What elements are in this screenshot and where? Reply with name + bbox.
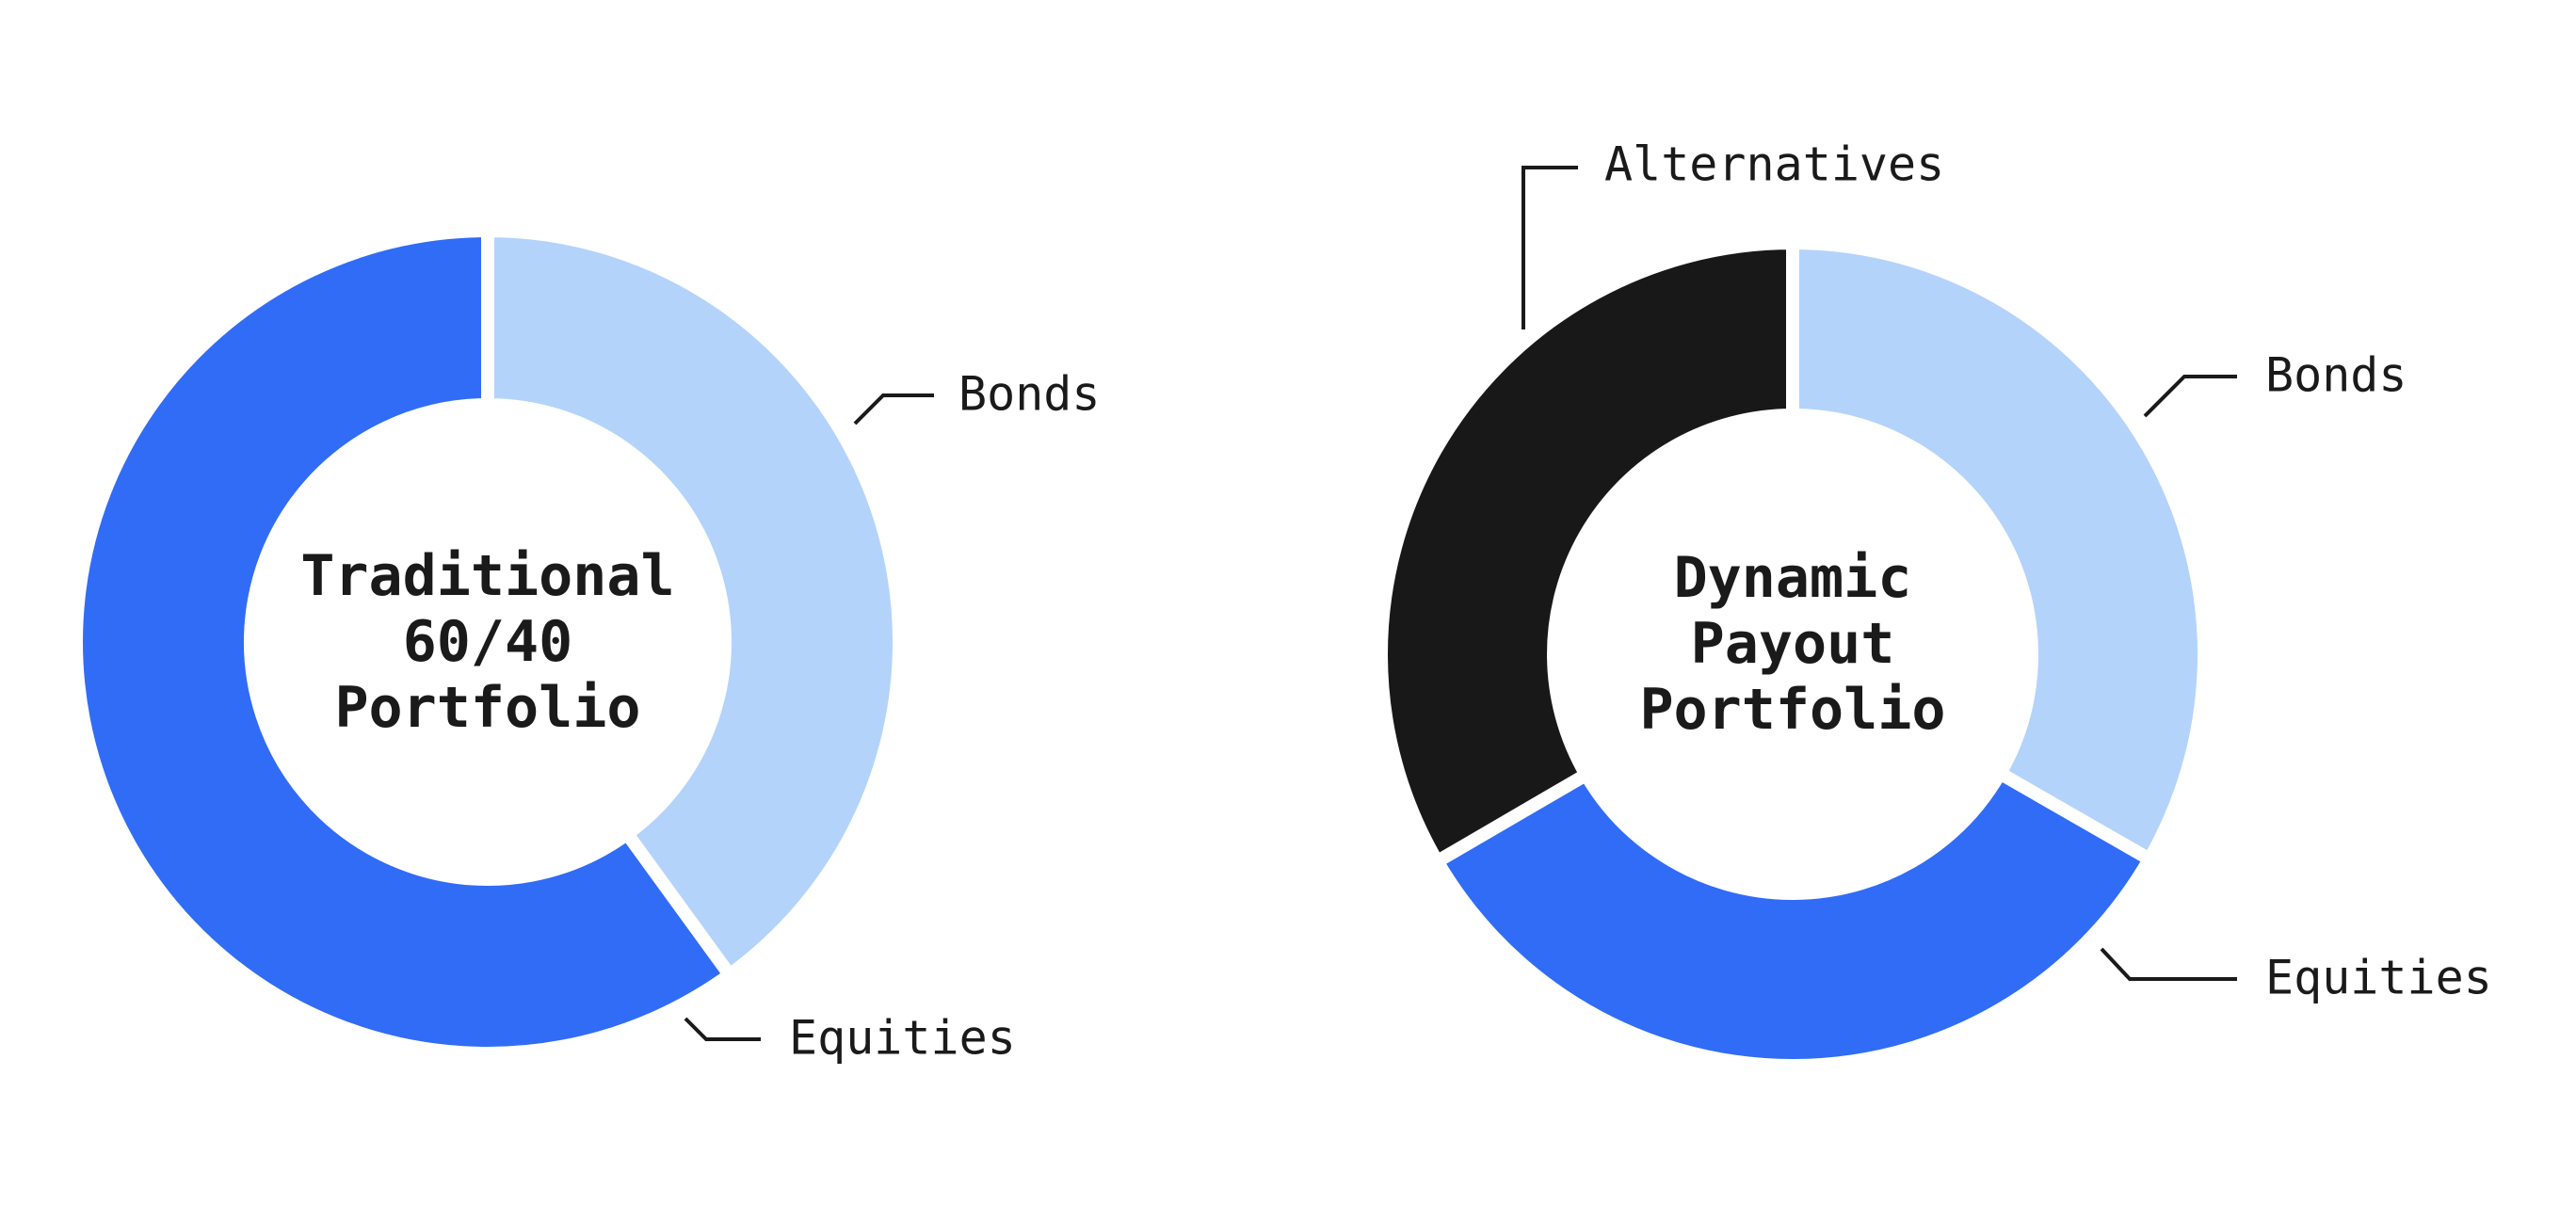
slice-bonds bbox=[1786, 235, 2211, 869]
leader-line-bonds bbox=[853, 393, 934, 425]
dynamic-payout-portfolio-donut: Dynamic Payout Portfolio Bonds Equities Alte… bbox=[1375, 137, 2492, 1072]
center-title-line: Dynamic bbox=[1674, 545, 1912, 611]
center-title-line: Portfolio bbox=[1639, 677, 1945, 743]
slices bbox=[1375, 235, 2211, 1072]
slice-labels: Bonds Equities bbox=[789, 367, 1101, 1066]
slice-alternatives bbox=[1375, 235, 1799, 871]
slice-bonds bbox=[481, 223, 906, 985]
traditional-portfolio-donut: Traditional 60/40 Portfolio Bonds Equities bbox=[70, 223, 1101, 1066]
slice-labels: Bonds Equities Alternatives bbox=[1604, 137, 2492, 1005]
leader-line-bonds bbox=[2143, 375, 2237, 418]
center-title-line: 60/40 bbox=[403, 609, 573, 675]
leader-lines bbox=[1521, 166, 2237, 981]
leader-line-alternatives bbox=[1521, 166, 1578, 329]
slice-label-alternatives: Alternatives bbox=[1604, 137, 1944, 192]
leader-line-equities bbox=[2100, 947, 2237, 981]
slices bbox=[70, 223, 906, 1060]
slice-equities bbox=[1427, 763, 2159, 1072]
leader-lines bbox=[684, 393, 934, 1041]
slice-label-equities: Equities bbox=[2265, 951, 2492, 1005]
center-title-line: Portfolio bbox=[334, 675, 640, 741]
center-title-line: Payout bbox=[1691, 611, 1895, 677]
center-title-line: Traditional bbox=[300, 543, 674, 609]
slice-label-bonds: Bonds bbox=[2265, 348, 2407, 403]
slice-equities bbox=[70, 223, 739, 1060]
slice-label-bonds: Bonds bbox=[958, 367, 1101, 422]
center-title: Dynamic Payout Portfolio bbox=[1639, 545, 1945, 743]
slice-label-equities: Equities bbox=[789, 1011, 1016, 1066]
center-title: Traditional 60/40 Portfolio bbox=[300, 543, 674, 741]
leader-line-equities bbox=[684, 1017, 761, 1041]
